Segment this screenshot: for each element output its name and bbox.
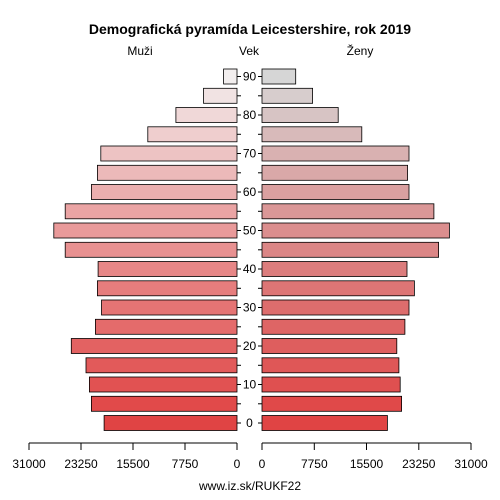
age-label: 80 xyxy=(243,108,257,122)
male-bars xyxy=(53,68,238,431)
male-bar-30-34 xyxy=(101,299,238,316)
female-bar-10-14 xyxy=(261,376,401,393)
males-label: Muži xyxy=(127,44,152,58)
age-tick-marks xyxy=(237,76,262,424)
x-tick-label-left: 31000 xyxy=(12,457,46,471)
female-bar-55-59 xyxy=(261,203,435,220)
age-label: 20 xyxy=(243,339,257,353)
female-bar-35-39 xyxy=(261,280,415,297)
female-bar-0-4 xyxy=(261,415,388,431)
x-tick-label-left: 23250 xyxy=(64,457,98,471)
male-bar-60-64 xyxy=(91,184,238,200)
female-bar-85-89 xyxy=(261,87,313,104)
age-label: 60 xyxy=(243,185,257,199)
male-bar-15-19 xyxy=(85,357,238,374)
female-bar-15-19 xyxy=(261,357,400,374)
male-bar-75-79 xyxy=(147,126,238,143)
male-bar-80-84 xyxy=(175,107,238,123)
male-bar-85-89 xyxy=(203,87,238,104)
male-bar-55-59 xyxy=(64,203,238,220)
chart-title: Demografická pyramída Leicestershire, ro… xyxy=(89,21,411,37)
male-bar-10-14 xyxy=(89,376,238,393)
female-bar-75-79 xyxy=(261,126,363,143)
age-label: 50 xyxy=(243,224,257,238)
female-bar-80-84 xyxy=(261,107,339,123)
age-label: 70 xyxy=(243,147,257,161)
female-bar-5-9 xyxy=(261,395,403,412)
male-bar-5-9 xyxy=(91,395,238,412)
male-bar-65-69 xyxy=(97,164,238,181)
male-bar-25-29 xyxy=(95,318,238,335)
female-bar-60-64 xyxy=(261,184,410,200)
footer-url: www.iz.sk/RUKF22 xyxy=(198,479,301,493)
female-bar-40-44 xyxy=(261,261,408,277)
male-bar-70-74 xyxy=(100,145,238,162)
age-label: 10 xyxy=(243,378,257,392)
male-bar-0-4 xyxy=(103,415,238,431)
female-bar-20-24 xyxy=(261,338,398,354)
male-bar-90+ xyxy=(223,68,238,85)
female-bar-30-34 xyxy=(261,299,410,316)
x-tick-label-right: 7750 xyxy=(301,457,328,471)
x-tick-label-right: 0 xyxy=(259,457,266,471)
age-label: 40 xyxy=(243,262,257,276)
male-bar-20-24 xyxy=(70,338,238,354)
age-axis-label: Vek xyxy=(239,44,260,58)
male-bar-35-39 xyxy=(97,280,238,297)
male-bar-45-49 xyxy=(64,241,238,258)
male-bar-40-44 xyxy=(97,261,238,277)
x-tick-label-left: 0 xyxy=(234,457,241,471)
age-labels: 0 10 20 30 40 50 60 70 80 90 xyxy=(243,70,257,431)
female-bar-90+ xyxy=(261,68,297,85)
female-bar-65-69 xyxy=(261,164,409,181)
age-label: 90 xyxy=(243,70,257,84)
x-tick-label-left: 7750 xyxy=(172,457,199,471)
x-tick-label-left: 15500 xyxy=(116,457,150,471)
x-tick-label-right: 31000 xyxy=(454,457,488,471)
right-x-ticks: 0 7750 15500 23250 31000 xyxy=(259,443,488,471)
female-bar-70-74 xyxy=(261,145,410,162)
age-label: 0 xyxy=(246,416,253,430)
female-bar-50-54 xyxy=(261,222,450,239)
age-label: 30 xyxy=(243,301,257,315)
females-label: Ženy xyxy=(347,43,374,58)
x-tick-label-right: 23250 xyxy=(402,457,436,471)
left-x-ticks: 31000 23250 15500 7750 0 xyxy=(12,443,241,471)
x-tick-label-right: 15500 xyxy=(350,457,384,471)
male-bar-50-54 xyxy=(53,222,238,239)
female-bar-45-49 xyxy=(261,241,440,258)
female-bar-25-29 xyxy=(261,318,406,335)
female-bars xyxy=(261,68,450,431)
